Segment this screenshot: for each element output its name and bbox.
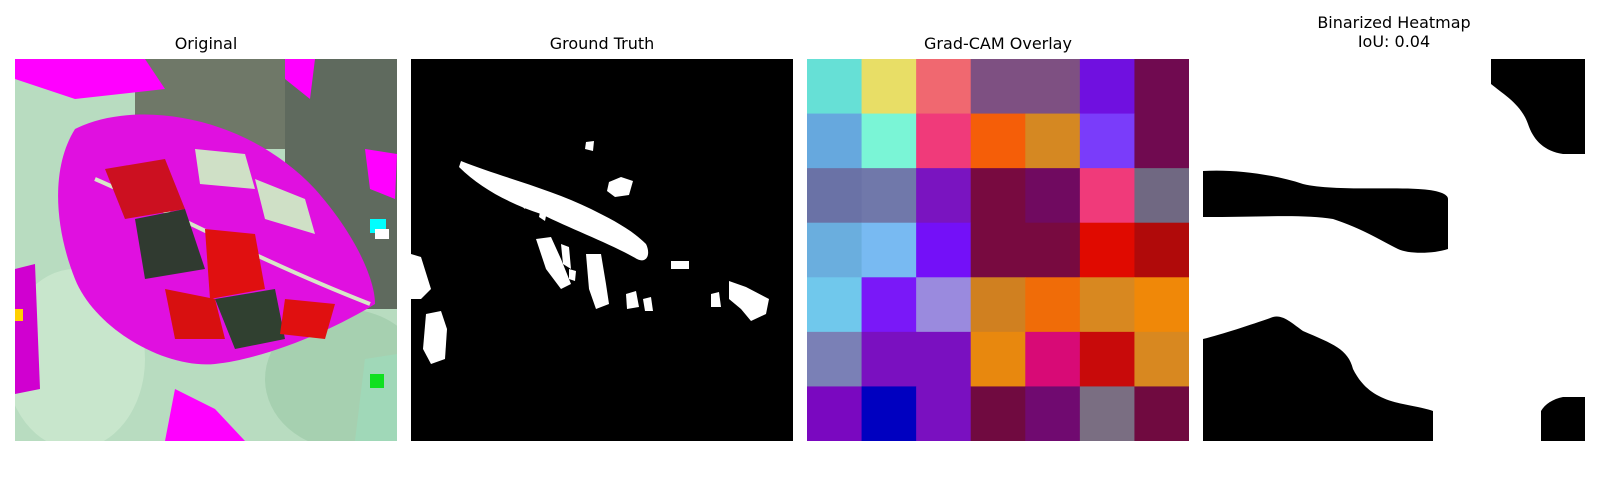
ground-truth-mask (411, 59, 793, 441)
gradcam-cell (916, 331, 972, 387)
gradcam-cell (807, 277, 863, 333)
gradcam-cell (916, 386, 972, 441)
gradcam-cell (861, 113, 917, 169)
gradcam-cell (1079, 386, 1135, 441)
panel-title-original: Original (174, 34, 238, 53)
gradcam-cell (861, 168, 917, 224)
gradcam-cell (807, 222, 863, 278)
binarized-heatmap (1203, 59, 1585, 441)
gradcam-cell (861, 222, 917, 278)
gradcam-cell (916, 277, 972, 333)
gradcam-cell (1079, 113, 1135, 169)
gradcam-cell (970, 331, 1026, 387)
gradcam-cell (1134, 331, 1189, 387)
gradcam-cell (1134, 386, 1189, 441)
gradcam-overlay (807, 59, 1189, 441)
gradcam-cell (1134, 277, 1189, 333)
gradcam-cell (1079, 331, 1135, 387)
gradcam-cell (916, 59, 972, 115)
gradcam-cell (1134, 222, 1189, 278)
gradcam-cell (861, 386, 917, 441)
gradcam-cell (807, 386, 863, 441)
gradcam-cell (861, 277, 917, 333)
gradcam-cell (970, 168, 1026, 224)
gradcam-cell (1025, 113, 1081, 169)
gradcam-cell (807, 59, 863, 115)
binarized-title: Binarized Heatmap (1317, 13, 1471, 32)
gradcam-cell (1079, 168, 1135, 224)
gradcam-cell (916, 168, 972, 224)
gradcam-cell (1079, 59, 1135, 115)
gradcam-cell (970, 113, 1026, 169)
gradcam-cell (861, 331, 917, 387)
iou-subtitle: IoU: 0.04 (1357, 32, 1431, 51)
panel-title-ground-truth: Ground Truth (549, 34, 655, 53)
gradcam-cell (807, 331, 863, 387)
gradcam-cell (807, 113, 863, 169)
gradcam-cell (1025, 277, 1081, 333)
gradcam-cell (1025, 59, 1081, 115)
gradcam-cell (970, 277, 1026, 333)
gradcam-cell (1134, 59, 1189, 115)
original-image (15, 59, 397, 441)
gradcam-cell (916, 113, 972, 169)
gradcam-cell (1025, 222, 1081, 278)
gradcam-cell (807, 168, 863, 224)
panel-title-binarized: Binarized Heatmap IoU: 0.04 (1203, 13, 1585, 51)
gradcam-cell (916, 222, 972, 278)
gradcam-cell (1025, 168, 1081, 224)
gradcam-cell (1134, 168, 1189, 224)
gradcam-cell (1134, 113, 1189, 169)
gradcam-cell (970, 59, 1026, 115)
gradcam-cell (1025, 331, 1081, 387)
gradcam-cell (970, 386, 1026, 441)
gradcam-cell (1025, 386, 1081, 441)
gradcam-grid (807, 59, 1189, 441)
panel-title-gradcam: Grad-CAM Overlay (924, 34, 1072, 53)
gradcam-cell (861, 59, 917, 115)
gradcam-cell (1079, 222, 1135, 278)
gradcam-cell (1079, 277, 1135, 333)
gradcam-cell (970, 222, 1026, 278)
